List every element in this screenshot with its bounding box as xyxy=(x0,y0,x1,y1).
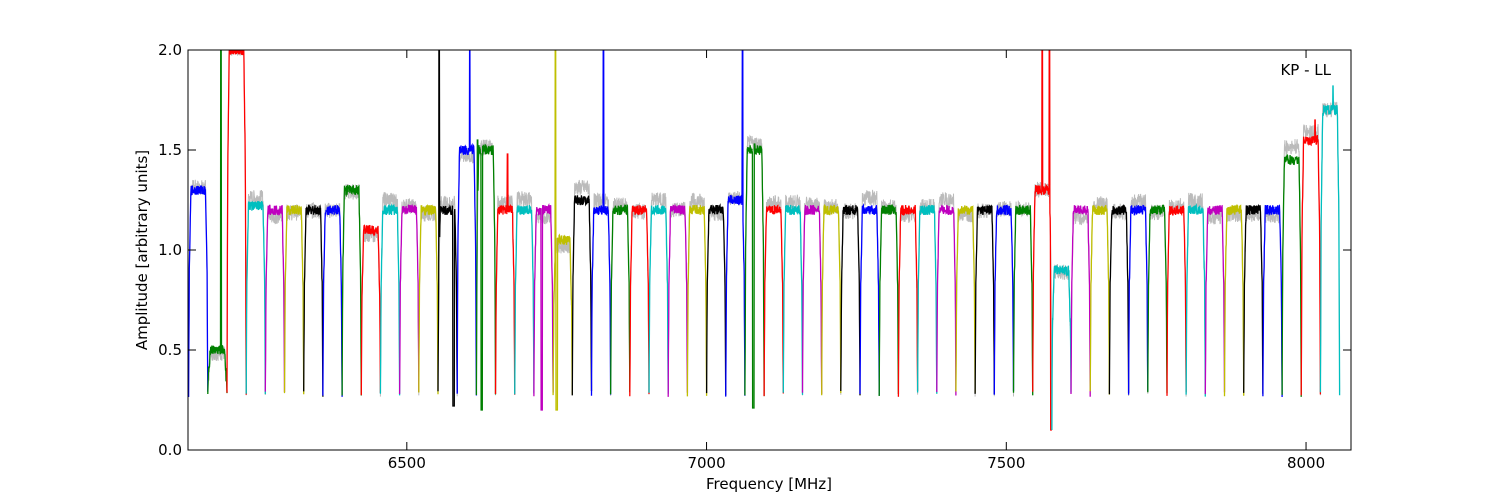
y-tick-label: 0.5 xyxy=(158,341,182,359)
station-annotation: KP - LL xyxy=(1280,61,1331,79)
channel-series-45 xyxy=(1032,50,1052,431)
channel-series-53 xyxy=(1185,203,1206,397)
x-tick-label: 8000 xyxy=(1287,454,1325,472)
background-series-segment xyxy=(571,179,592,394)
channel-series-46 xyxy=(1051,264,1072,431)
channel-series-14 xyxy=(437,50,458,407)
channel-series-17 xyxy=(494,153,516,395)
channel-series-2 xyxy=(207,50,228,395)
y-tick-label: 1.0 xyxy=(158,241,182,259)
channel-series-30 xyxy=(744,143,765,409)
channel-series-41 xyxy=(955,205,976,394)
channel-series-57 xyxy=(1262,204,1283,398)
channel-series-52 xyxy=(1166,205,1187,396)
channel-series-51 xyxy=(1147,204,1168,394)
channel-series-56 xyxy=(1243,203,1264,394)
y-tick-label: 2.0 xyxy=(158,41,182,59)
channel-series-36 xyxy=(859,203,880,396)
channel-series-38 xyxy=(897,204,919,397)
x-tick-label: 6500 xyxy=(388,454,426,472)
background-series-segment xyxy=(379,192,401,397)
y-axis-ticks: 0.0 0.5 1.0 1.5 2.0 xyxy=(158,41,1351,459)
channel-series-19 xyxy=(533,202,554,411)
channel-series-12 xyxy=(398,203,420,395)
channel-series-13 xyxy=(418,203,439,395)
channel-series-26 xyxy=(667,203,689,397)
channel-series-58 xyxy=(1281,153,1302,397)
background-series-segment xyxy=(1128,193,1149,397)
background-series-segment xyxy=(245,189,266,396)
x-tick-label: 7500 xyxy=(987,454,1025,472)
channel-series-37 xyxy=(878,204,900,397)
background-series-segment xyxy=(437,195,458,393)
background-series-segment xyxy=(456,147,477,397)
channel-series-9 xyxy=(341,184,362,396)
channel-series-44 xyxy=(1012,204,1034,396)
channel-series-54 xyxy=(1204,204,1226,395)
x-tick-label: 7000 xyxy=(687,454,725,472)
background-series-segment xyxy=(917,198,938,395)
channel-series-43 xyxy=(993,204,1015,395)
background-series-segment xyxy=(936,192,957,396)
channel-series-35 xyxy=(840,205,861,396)
channel-series-24 xyxy=(629,205,650,397)
channel-series-3 xyxy=(226,50,247,395)
channel-series-34 xyxy=(821,203,842,396)
background-series-segment xyxy=(648,192,669,395)
background-series-segment xyxy=(1281,139,1302,393)
background-series-segment xyxy=(763,195,784,392)
channel-series-6 xyxy=(283,204,305,395)
channel-series-49 xyxy=(1108,204,1130,395)
channel-series-60 xyxy=(1319,85,1341,396)
channel-series-21 xyxy=(571,195,593,396)
channel-series-20 xyxy=(552,50,573,411)
channel-series-39 xyxy=(916,204,938,394)
channel-series-16 xyxy=(475,139,497,411)
channel-series-4 xyxy=(245,200,266,395)
channel-series-8 xyxy=(322,205,343,397)
background-series-segment xyxy=(514,191,535,395)
channel-series-25 xyxy=(648,204,669,394)
background-series-segment xyxy=(859,189,880,392)
channel-series-27 xyxy=(686,204,708,397)
channel-series-59 xyxy=(1300,119,1322,396)
channel-series-7 xyxy=(303,204,324,397)
y-tick-label: 0.0 xyxy=(158,441,182,459)
channel-series-5 xyxy=(264,204,286,393)
channel-series-50 xyxy=(1127,204,1149,395)
channel-series-11 xyxy=(379,203,401,396)
channel-series-33 xyxy=(801,204,823,395)
channel-series-15 xyxy=(456,50,478,396)
channel-series-1 xyxy=(188,185,209,398)
channel-series-48 xyxy=(1089,204,1111,395)
channel-series-31 xyxy=(763,204,784,397)
y-axis-label: Amplitude [arbitrary units] xyxy=(133,150,151,350)
channel-series-40 xyxy=(936,204,957,396)
channel-series-28 xyxy=(705,203,727,396)
x-axis-ticks: 6500 7000 7500 8000 xyxy=(388,50,1325,472)
series-layer xyxy=(188,50,1341,431)
x-axis-label: Frequency [MHz] xyxy=(706,475,832,493)
background-series-segment xyxy=(495,194,516,394)
channel-series-55 xyxy=(1223,204,1245,397)
channel-series-47 xyxy=(1070,204,1091,397)
channel-series-29 xyxy=(725,50,746,397)
y-tick-label: 1.5 xyxy=(158,141,182,159)
channel-series-22 xyxy=(590,50,612,396)
background-series-segment xyxy=(264,208,285,395)
background-series-segment xyxy=(1300,124,1321,394)
channel-series-23 xyxy=(609,203,631,395)
channel-series-10 xyxy=(360,224,382,396)
channel-series-32 xyxy=(782,204,804,395)
channel-series-42 xyxy=(974,204,995,395)
background-series-segment xyxy=(610,197,631,396)
channel-series-18 xyxy=(514,204,535,395)
